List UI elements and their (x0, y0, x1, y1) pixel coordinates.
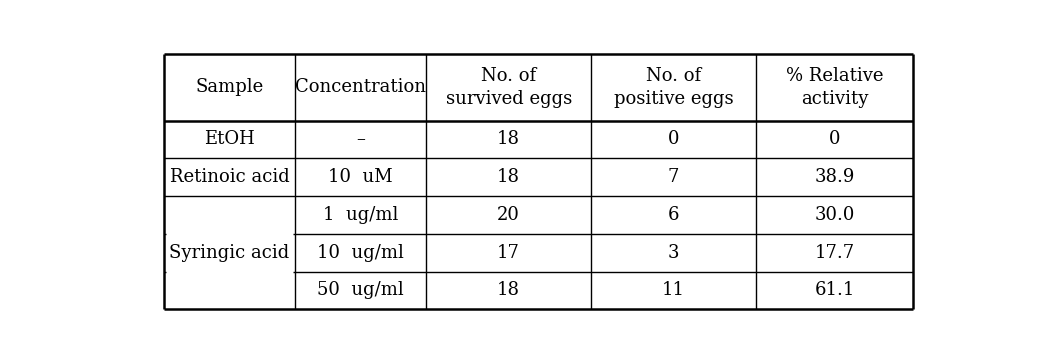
Text: 50  ug/ml: 50 ug/ml (317, 282, 404, 300)
Text: 18: 18 (497, 168, 520, 186)
Text: No. of
positive eggs: No. of positive eggs (614, 67, 734, 108)
Text: 3: 3 (667, 244, 679, 262)
Text: EtOH: EtOH (204, 130, 255, 148)
Text: 20: 20 (497, 206, 520, 224)
Text: 10  ug/ml: 10 ug/ml (317, 244, 404, 262)
Text: Concentration: Concentration (295, 78, 426, 96)
Text: 17: 17 (497, 244, 520, 262)
Text: 7: 7 (667, 168, 679, 186)
Text: 0: 0 (667, 130, 679, 148)
Text: 10  uM: 10 uM (328, 168, 393, 186)
Text: 6: 6 (667, 206, 679, 224)
Text: –: – (356, 130, 365, 148)
Text: Syringic acid: Syringic acid (169, 244, 290, 262)
Text: 1  ug/ml: 1 ug/ml (323, 206, 398, 224)
Text: 30.0: 30.0 (815, 206, 854, 224)
Text: No. of
survived eggs: No. of survived eggs (446, 67, 572, 108)
Text: 18: 18 (497, 130, 520, 148)
Text: Retinoic acid: Retinoic acid (169, 168, 289, 186)
Text: 61.1: 61.1 (815, 282, 854, 300)
Text: % Relative
activity: % Relative activity (786, 67, 884, 108)
Text: 38.9: 38.9 (815, 168, 854, 186)
Text: 0: 0 (829, 130, 841, 148)
Text: 11: 11 (662, 282, 685, 300)
Text: 18: 18 (497, 282, 520, 300)
Text: Sample: Sample (195, 78, 264, 96)
Text: 17.7: 17.7 (815, 244, 854, 262)
